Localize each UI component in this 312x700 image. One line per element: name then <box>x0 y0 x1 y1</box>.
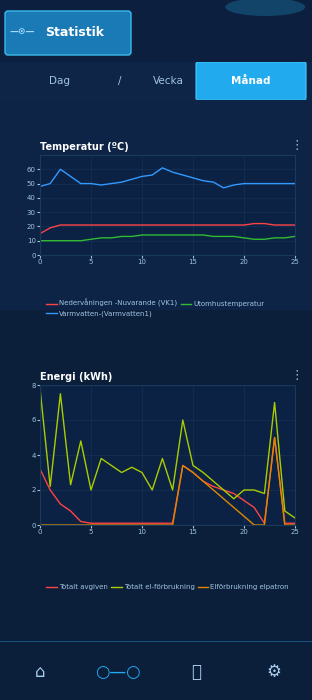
Text: ⓘ: ⓘ <box>191 663 201 681</box>
Text: Energi (kWh): Energi (kWh) <box>40 372 112 382</box>
Text: Dag: Dag <box>50 76 71 86</box>
FancyBboxPatch shape <box>196 62 306 100</box>
Text: ○—○: ○—○ <box>95 663 141 681</box>
Legend: Totalt avgiven, Totalt el-förbrukning, Elförbrukning elpatron: Totalt avgiven, Totalt el-förbrukning, E… <box>43 582 292 593</box>
Text: Statistik: Statistik <box>46 25 105 38</box>
Text: Månad: Månad <box>231 76 271 86</box>
Text: ⌂: ⌂ <box>35 663 45 681</box>
Text: Vecka: Vecka <box>153 76 183 86</box>
Text: ⚙: ⚙ <box>266 663 281 681</box>
Text: Temperatur (ºC): Temperatur (ºC) <box>40 141 129 151</box>
FancyBboxPatch shape <box>5 11 131 55</box>
Legend: Nedervåningen -Nuvarande (VK1), Varmvatten-(Varmvatten1), Utomhustemperatur: Nedervåningen -Nuvarande (VK1), Varmvatt… <box>43 297 267 320</box>
Text: /: / <box>118 76 122 86</box>
Text: ⋮: ⋮ <box>290 139 303 151</box>
Text: —⊙—: —⊙— <box>9 27 35 36</box>
Text: ⋮: ⋮ <box>290 368 303 382</box>
Ellipse shape <box>225 0 305 16</box>
